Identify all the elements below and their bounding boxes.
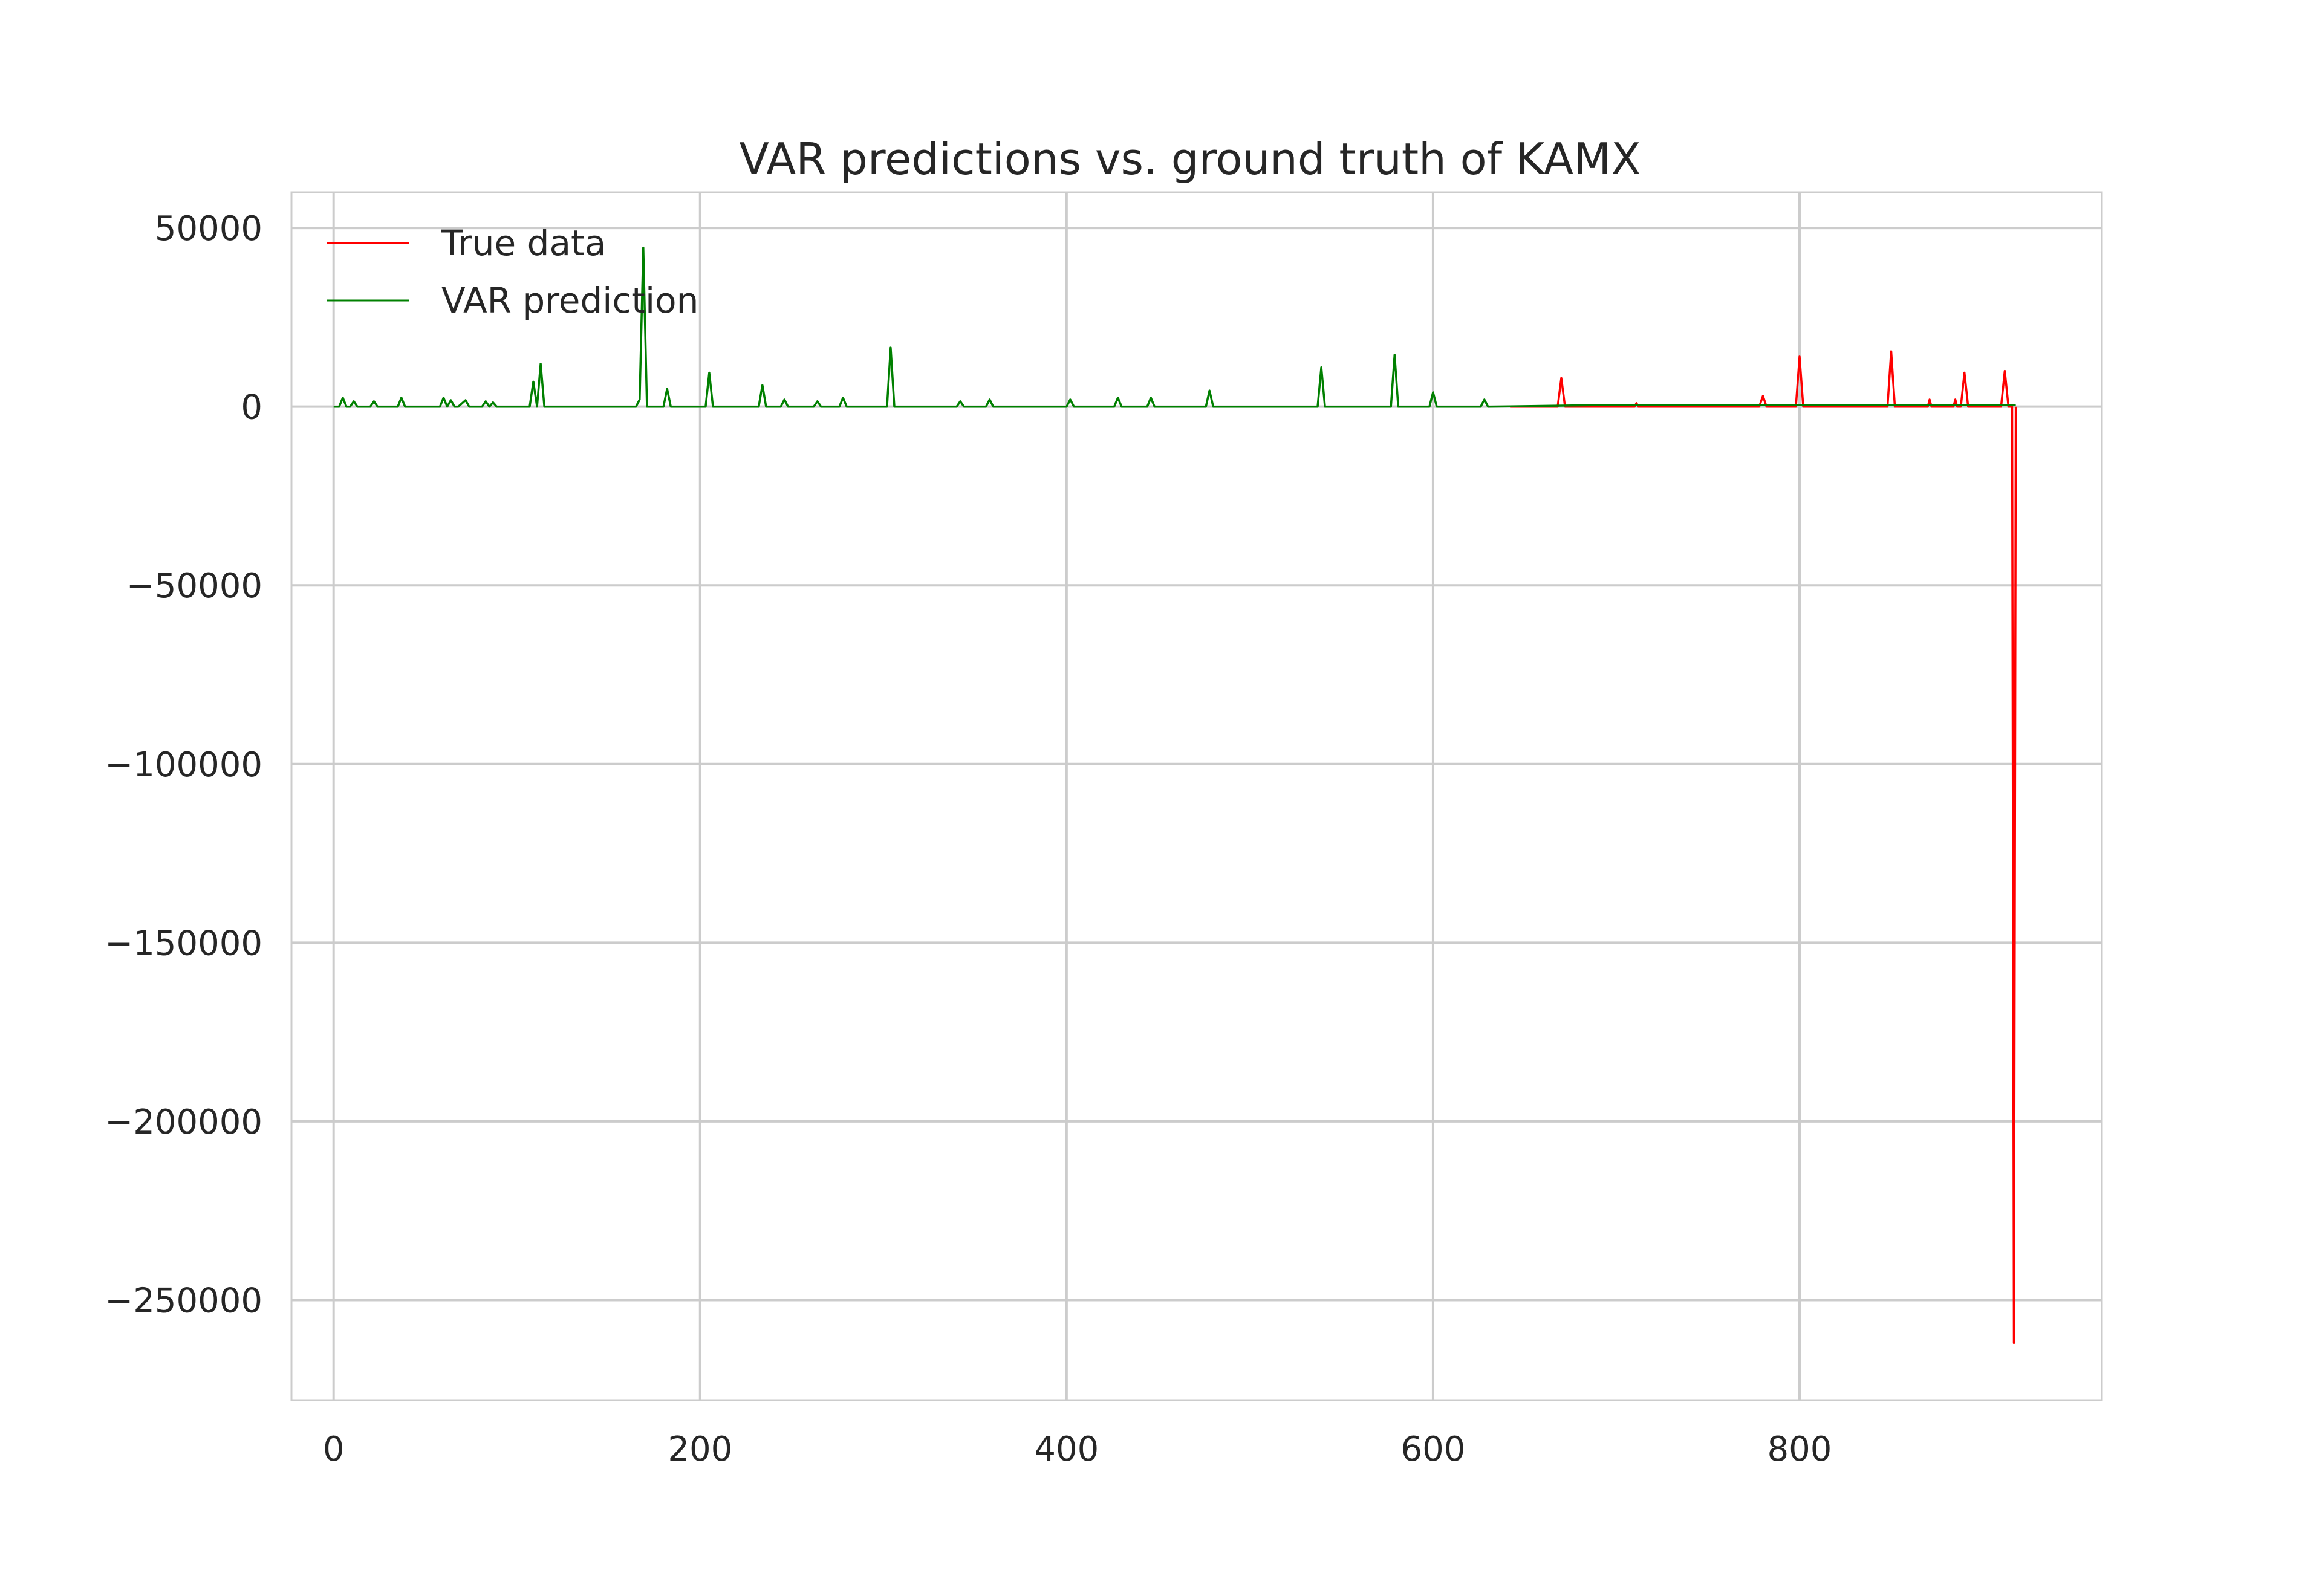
x-tick-label: 600 (1400, 1430, 1465, 1469)
plot-lines (333, 246, 2017, 1345)
x-tick-label: 400 (1034, 1430, 1099, 1469)
chart-title: VAR predictions vs. ground truth of KAMX (739, 134, 1641, 184)
y-tick-label: −50000 (126, 566, 262, 606)
y-axis-ticks: 50000 0 −50000 −100000 −150000 −200000 −250000 (105, 209, 262, 1320)
x-axis-ticks: 0 200 400 600 800 (323, 1430, 1832, 1469)
legend-true-data-label: True data (441, 222, 606, 264)
y-tick-label: 0 (241, 388, 262, 427)
legend-var-prediction-label: VAR prediction (441, 280, 698, 321)
x-tick-label: 800 (1768, 1430, 1832, 1469)
axes-frame (290, 191, 2103, 1401)
y-tick-label: −200000 (105, 1103, 262, 1142)
series-true-data-line (1510, 350, 2017, 1345)
x-tick-label: 200 (668, 1430, 732, 1469)
x-tick-label: 0 (323, 1430, 345, 1469)
y-tick-label: −250000 (105, 1281, 262, 1320)
y-tick-label: −100000 (105, 745, 262, 785)
y-tick-label: −150000 (105, 924, 262, 963)
series-var-prediction-line (333, 246, 2016, 408)
y-tick-label: 50000 (155, 209, 262, 248)
legend: True data VAR prediction (327, 222, 698, 321)
